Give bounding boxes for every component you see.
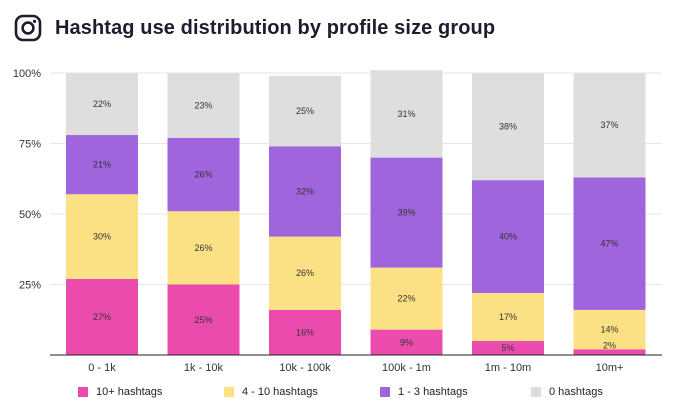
bar-segment [370, 267, 443, 330]
y-tick-label: 25% [19, 280, 41, 292]
data-label: 26% [194, 170, 212, 180]
y-tick-label: 50% [19, 209, 41, 221]
bar-segment [66, 194, 138, 279]
legend-item: 10+ hashtags [78, 386, 162, 398]
bar-segment [573, 73, 646, 178]
data-label: 39% [397, 208, 415, 218]
bar-segment [573, 177, 646, 310]
bar-segment [472, 340, 544, 355]
data-label: 2% [603, 340, 616, 350]
bar-segment [573, 309, 646, 350]
y-tick-label: 100% [13, 68, 41, 80]
legend-item: 0 hashtags [531, 386, 603, 398]
bar-segment [370, 329, 443, 355]
bar-segment [472, 180, 544, 293]
legend-label: 0 hashtags [549, 386, 603, 398]
data-label: 9% [400, 337, 413, 347]
x-tick-label: 0 - 1k [88, 362, 116, 374]
bar-segment [66, 278, 138, 355]
bar-segment [269, 236, 341, 310]
chart-legend: 10+ hashtags 4 - 10 hashtags 1 - 3 hashtag… [0, 386, 677, 406]
bar-segment [370, 70, 443, 158]
bar-segment [269, 146, 341, 237]
data-label: 5% [501, 343, 514, 353]
data-label: 26% [194, 243, 212, 253]
data-label: 32% [296, 186, 314, 196]
bar-segment [167, 211, 240, 285]
y-tick-label: 75% [19, 139, 41, 151]
data-label: 17% [499, 312, 517, 322]
data-label: 31% [397, 109, 415, 119]
bar-segment [66, 73, 138, 136]
bar-segment [269, 309, 341, 355]
data-label: 21% [93, 160, 111, 170]
bar-segment [167, 73, 240, 138]
legend-label: 4 - 10 hashtags [242, 386, 318, 398]
x-tick-label: 1m - 10m [485, 362, 531, 374]
bar-segment [167, 284, 240, 355]
chart-title: Hashtag use distribution by profile size… [55, 16, 496, 39]
data-label: 22% [93, 99, 111, 109]
bar-segment [66, 135, 138, 195]
legend-swatch [78, 387, 88, 397]
data-label: 40% [499, 232, 517, 242]
data-label: 25% [194, 315, 212, 325]
bar-segment [472, 292, 544, 341]
legend-swatch [380, 387, 390, 397]
bar-segment [167, 137, 240, 212]
bar-segment [370, 157, 443, 268]
bar-segment [472, 73, 544, 181]
legend-label: 10+ hashtags [96, 386, 163, 398]
x-tick-label: 10m+ [596, 362, 624, 374]
data-label: 26% [296, 268, 314, 278]
data-label: 25% [296, 106, 314, 116]
instagram-icon [14, 14, 42, 42]
chart-header: Hashtag use distribution by profile size… [14, 12, 495, 44]
legend-item: 1 - 3 hashtags [380, 386, 468, 398]
data-label: 27% [93, 312, 111, 322]
x-tick-label: 1k - 10k [184, 362, 224, 374]
data-label: 14% [600, 325, 618, 335]
bar-segment [269, 75, 341, 147]
legend-label: 1 - 3 hashtags [398, 386, 468, 398]
legend-swatch [531, 387, 541, 397]
legend-item: 4 - 10 hashtags [224, 386, 318, 398]
x-tick-label: 100k - 1m [382, 362, 431, 374]
data-label: 22% [397, 294, 415, 304]
data-label: 16% [296, 327, 314, 337]
bar-segment [573, 349, 646, 355]
data-label: 38% [499, 122, 517, 132]
x-tick-label: 10k - 100k [279, 362, 331, 374]
data-label: 30% [93, 232, 111, 242]
data-label: 23% [194, 100, 212, 110]
legend-swatch [224, 387, 234, 397]
data-label: 47% [600, 239, 618, 249]
data-label: 37% [600, 120, 618, 130]
